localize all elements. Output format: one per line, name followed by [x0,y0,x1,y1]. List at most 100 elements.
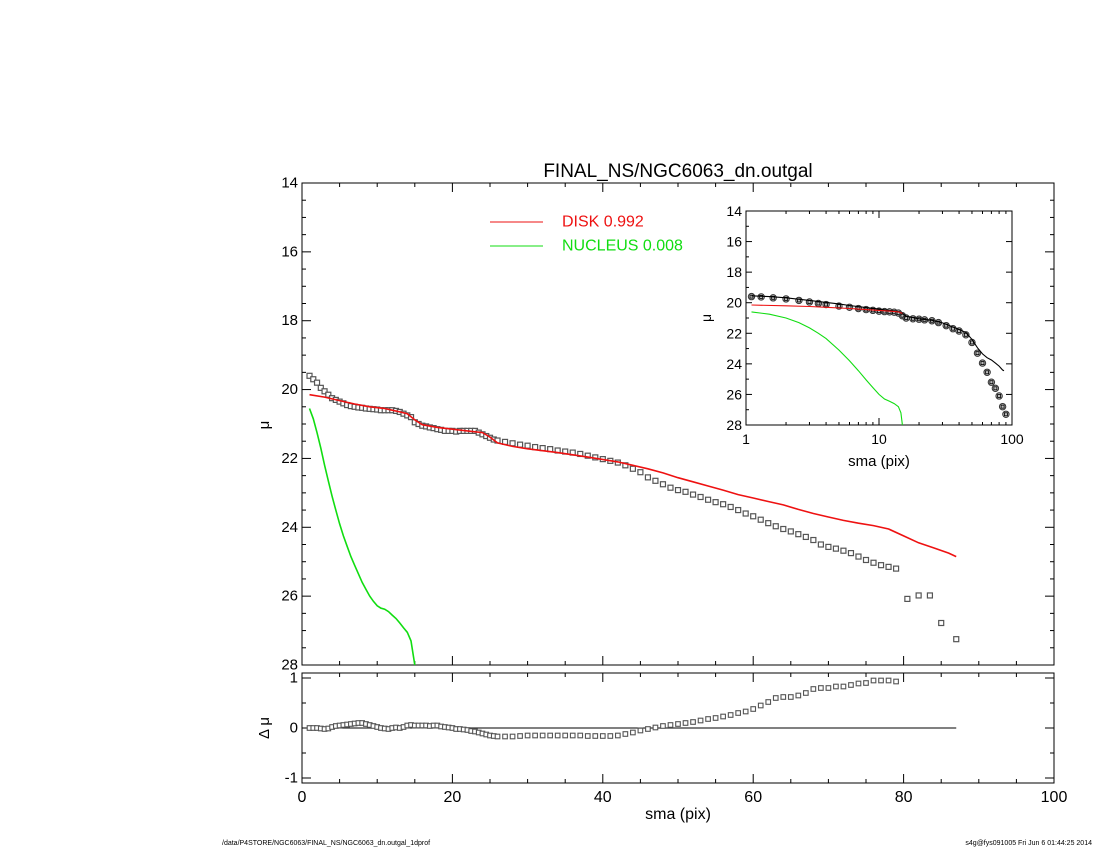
residual-point [765,699,772,705]
residual-point [840,683,847,690]
main-series [306,372,960,665]
main-data-point [877,562,885,569]
inset-data-point [983,368,991,376]
main-data-point [697,493,704,501]
inset-x-tick-label: 10 [871,431,887,447]
residual-point [517,733,523,739]
main-data-point [652,477,659,484]
inset-y-tick-label: 22 [726,325,742,341]
legend: DISK 0.992 NUCLEUS 0.008 [490,214,683,255]
inset-line-disk [751,304,903,314]
main-data-point [667,484,674,491]
main-y-tick-label: 26 [281,588,298,605]
residual-point [509,733,516,740]
residual-point [682,720,689,726]
residual-point [539,732,546,739]
main-data-point [659,481,667,488]
inset-y-tick-label: 24 [726,356,742,372]
main-data-point [637,469,644,476]
inset-axes: 14 16 18 20 22 24 26 281 10 100 μ [698,203,1024,447]
residual-point [863,680,869,686]
main-data-point [644,474,652,481]
main-data-point [317,384,324,391]
residual-point [494,733,501,740]
inset-data-square [759,295,764,299]
residual-point [630,729,636,736]
main-data-point [720,501,727,508]
main-data-point [765,520,772,527]
residual-point [554,732,561,739]
inset-data-point [991,384,1000,393]
inset-y-tick-label: 26 [726,386,742,402]
residual-point [614,732,621,739]
inset-y-tick-label: 20 [726,295,742,311]
residual-point [532,732,538,739]
inset-y-tick-label: 28 [726,417,742,433]
main-data-point [516,441,524,448]
residual-point [607,733,614,739]
inset-data-point [769,294,777,302]
residual-point [660,723,666,729]
residual-point [637,727,644,734]
inset-data-point [995,392,1003,400]
legend-disk-label: DISK 0.992 [562,214,644,231]
residual-point [697,717,704,724]
residual-point [825,685,832,691]
main-axes: 14 16 18 20 22 24 26 28 μ [256,175,1055,674]
inset-data-square [985,370,990,375]
main-data-point [780,525,787,533]
inset-y-tick-label: 18 [726,264,742,280]
residual-point [735,710,742,716]
main-y-tick-label: 18 [281,312,298,329]
main-data-point [817,541,824,548]
main-y-axis-label: μ [256,421,273,430]
residual-point [502,733,508,740]
main-data-point [855,553,862,560]
main-data-point [904,595,911,602]
residual-point [772,695,779,701]
inset-line-model [751,295,1005,372]
residual-point [855,680,862,687]
residual-point [750,706,757,712]
residual-point [810,686,817,692]
main-data-point [629,465,636,472]
residual-y-tick-label: -1 [285,770,298,787]
main-line-nucleus [308,408,416,665]
main-data-point [840,547,847,554]
inset-data-square [989,380,994,385]
x-tick-label: 100 [1041,789,1068,806]
legend-nucleus-label: NUCLEUS 0.008 [562,238,683,255]
main-data-point [682,488,689,495]
residual-point [878,677,884,684]
main-data-point [870,559,877,566]
inset-data-square [824,302,828,307]
residual-point [780,694,787,700]
inset-data-point [978,359,987,367]
residual-point [599,733,606,739]
main-data-point [727,503,734,511]
residual-y-tick-label: 0 [290,720,298,737]
residual-point [727,712,734,718]
main-data-point [787,528,794,535]
x-tick-label: 0 [298,789,307,806]
main-data-point [712,499,719,506]
inset-data-square [1004,412,1008,417]
main-data-point [892,565,900,572]
main-data-point [306,372,313,379]
x-tick-label: 20 [444,789,462,806]
main-data-point [584,452,591,459]
footer-timestamp: s4g@fys091005 Fri Jun 6 01:44:25 2014 [965,840,1092,847]
chart-title: FINAL_NS/NGC6063_dn.outgal [543,161,812,182]
residual-point [690,719,696,725]
main-data-point [847,550,855,557]
x-tick-label: 40 [594,789,612,806]
main-data-point [802,533,809,541]
main-data-point [735,506,742,514]
inset-series [747,292,1010,425]
residual-point [787,694,794,700]
residual-point [833,683,839,690]
residual-point [584,733,591,739]
main-line-disk [309,393,957,558]
inset-data-square [975,351,980,356]
